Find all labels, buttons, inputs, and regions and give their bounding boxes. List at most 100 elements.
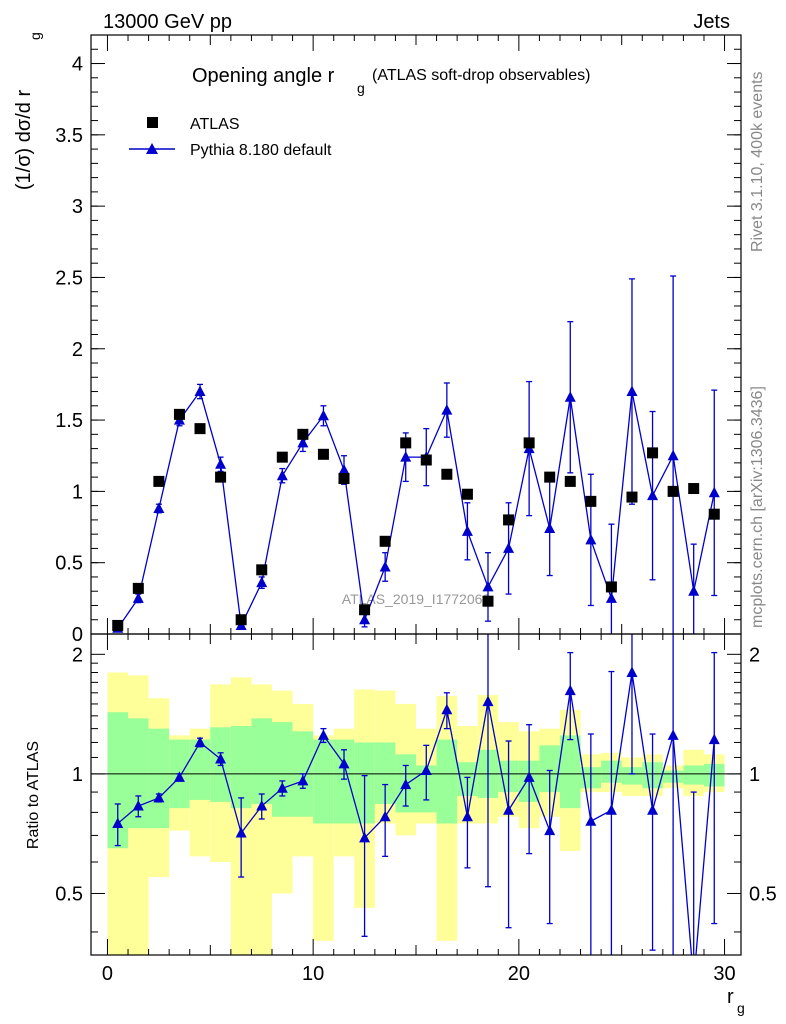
atlas-point-17 bbox=[461, 488, 473, 500]
upper-ytick-label-2: 1 bbox=[72, 481, 83, 503]
pythia-point-12 bbox=[359, 613, 371, 625]
pythia-point-24 bbox=[605, 592, 617, 603]
band-inner-2 bbox=[148, 728, 170, 829]
atlas-point-10 bbox=[317, 448, 329, 460]
upper-frame bbox=[90, 34, 742, 635]
pythia-point-28 bbox=[688, 585, 700, 596]
band-inner-7 bbox=[251, 718, 273, 804]
pythia-point-16 bbox=[441, 404, 453, 415]
lower-ytick-label-left-2: 2 bbox=[72, 644, 83, 666]
pythia-point-25 bbox=[626, 385, 638, 397]
pythia-line bbox=[117, 390, 715, 629]
band-inner-21 bbox=[539, 745, 560, 793]
atlas-point-29 bbox=[708, 508, 720, 520]
upper-ylabel: (1/σ) dσ/d r bbox=[13, 90, 35, 191]
plot-title-sub: g bbox=[357, 80, 365, 96]
legend-pythia-label: Pythia 8.180 default bbox=[190, 142, 332, 159]
ratio-point-16 bbox=[441, 703, 453, 715]
ratio-point-12 bbox=[359, 831, 371, 843]
ratio-point-22 bbox=[564, 684, 576, 696]
band-inner-22 bbox=[559, 735, 581, 809]
atlas-point-25 bbox=[626, 491, 638, 503]
ratio-point-27 bbox=[667, 729, 679, 740]
band-inner-1 bbox=[128, 718, 149, 829]
pythia-point-11 bbox=[338, 463, 350, 475]
plot-title-rest: (ATLAS soft-drop observables) bbox=[372, 67, 590, 84]
atlas-point-3 bbox=[173, 408, 185, 420]
atlas-point-22 bbox=[564, 475, 576, 487]
pythia-point-4 bbox=[194, 385, 206, 397]
pythia-point-9 bbox=[297, 436, 309, 448]
band-inner-28 bbox=[683, 765, 704, 785]
pythia-point-18 bbox=[482, 580, 494, 592]
ratio-point-2 bbox=[153, 791, 165, 803]
atlas-point-15 bbox=[420, 454, 432, 466]
atlas-point-16 bbox=[441, 468, 453, 480]
pythia-point-26 bbox=[647, 489, 659, 501]
ratio-point-15 bbox=[420, 764, 432, 775]
pythia-point-8 bbox=[276, 469, 288, 481]
legend: ATLAS Pythia 8.180 default bbox=[129, 116, 332, 159]
lower-ytick-label-right-2: 2 bbox=[749, 644, 760, 666]
analysis-watermark: ATLAS_2019_I1772062 bbox=[342, 591, 491, 607]
pythia-point-17 bbox=[461, 525, 473, 536]
pythia-point-21 bbox=[544, 522, 556, 533]
band-inner-8 bbox=[272, 722, 293, 817]
atlas-point-8 bbox=[276, 451, 288, 463]
lower-ytick-label-right-1: 1 bbox=[749, 764, 760, 786]
pythia-point-10 bbox=[317, 409, 329, 421]
rivet-info: Rivet 3.1.10, 400k events bbox=[749, 71, 766, 252]
ratio-point-29 bbox=[708, 733, 720, 745]
atlas-point-12 bbox=[359, 604, 371, 616]
xtick-label-2: 20 bbox=[508, 963, 530, 985]
atlas-point-23 bbox=[585, 495, 597, 507]
legend-pythia-marker bbox=[146, 143, 158, 154]
pythia-ratio-line bbox=[117, 672, 715, 955]
ratio-point-3 bbox=[173, 771, 185, 782]
ratio-point-5 bbox=[215, 753, 227, 764]
ratio-point-17 bbox=[461, 810, 473, 822]
ratio-point-21 bbox=[544, 824, 556, 836]
atlas-point-0 bbox=[112, 619, 124, 631]
ratio-point-25 bbox=[626, 666, 638, 677]
atlas-point-13 bbox=[379, 535, 391, 547]
ratio-point-0 bbox=[112, 817, 124, 829]
ratio-point-26 bbox=[647, 804, 659, 815]
band-inner-16 bbox=[436, 739, 458, 824]
pythia-series bbox=[112, 275, 720, 634]
pythia-point-7 bbox=[256, 576, 268, 588]
upper-ytick-label-4: 2 bbox=[72, 339, 83, 361]
pythia-point-29 bbox=[708, 486, 720, 498]
atlas-point-28 bbox=[688, 483, 700, 495]
pythia-point-27 bbox=[667, 449, 679, 461]
xtick-label-0: 0 bbox=[102, 963, 113, 985]
upper-ytick-label-8: 4 bbox=[72, 54, 83, 76]
band-inner-11 bbox=[333, 739, 355, 824]
ratio-point-11 bbox=[338, 757, 350, 769]
atlas-point-4 bbox=[194, 423, 206, 435]
atlas-point-6 bbox=[235, 614, 247, 626]
legend-atlas-marker bbox=[147, 117, 158, 128]
ratio-point-28 bbox=[688, 976, 699, 987]
atlas-point-27 bbox=[667, 485, 679, 497]
atlas-point-20 bbox=[523, 437, 535, 449]
ratio-point-9 bbox=[297, 774, 309, 786]
ratio-point-24 bbox=[605, 804, 617, 815]
atlas-series bbox=[112, 408, 720, 631]
atlas-point-5 bbox=[215, 471, 227, 483]
axis-ticks: 00.511.522.533.540.5 0.51 12 20 10 20 30 bbox=[55, 34, 777, 985]
pythia-point-1 bbox=[132, 592, 144, 603]
upper-ytick-label-7: 3.5 bbox=[55, 125, 83, 147]
pythia-point-2 bbox=[153, 502, 165, 513]
ratio-point-20 bbox=[523, 771, 535, 782]
upper-ytick-label-3: 1.5 bbox=[55, 410, 83, 432]
lower-ytick-label-left-0: 0.5 bbox=[55, 883, 83, 905]
xtick-label-3: 30 bbox=[713, 963, 735, 985]
ratio-point-13 bbox=[379, 810, 391, 822]
atlas-point-26 bbox=[647, 447, 659, 459]
plot-title-main: Opening angle r bbox=[192, 65, 335, 87]
band-inner-6 bbox=[230, 725, 252, 809]
atlas-point-14 bbox=[400, 437, 412, 449]
pythia-ratio-series bbox=[112, 634, 720, 987]
